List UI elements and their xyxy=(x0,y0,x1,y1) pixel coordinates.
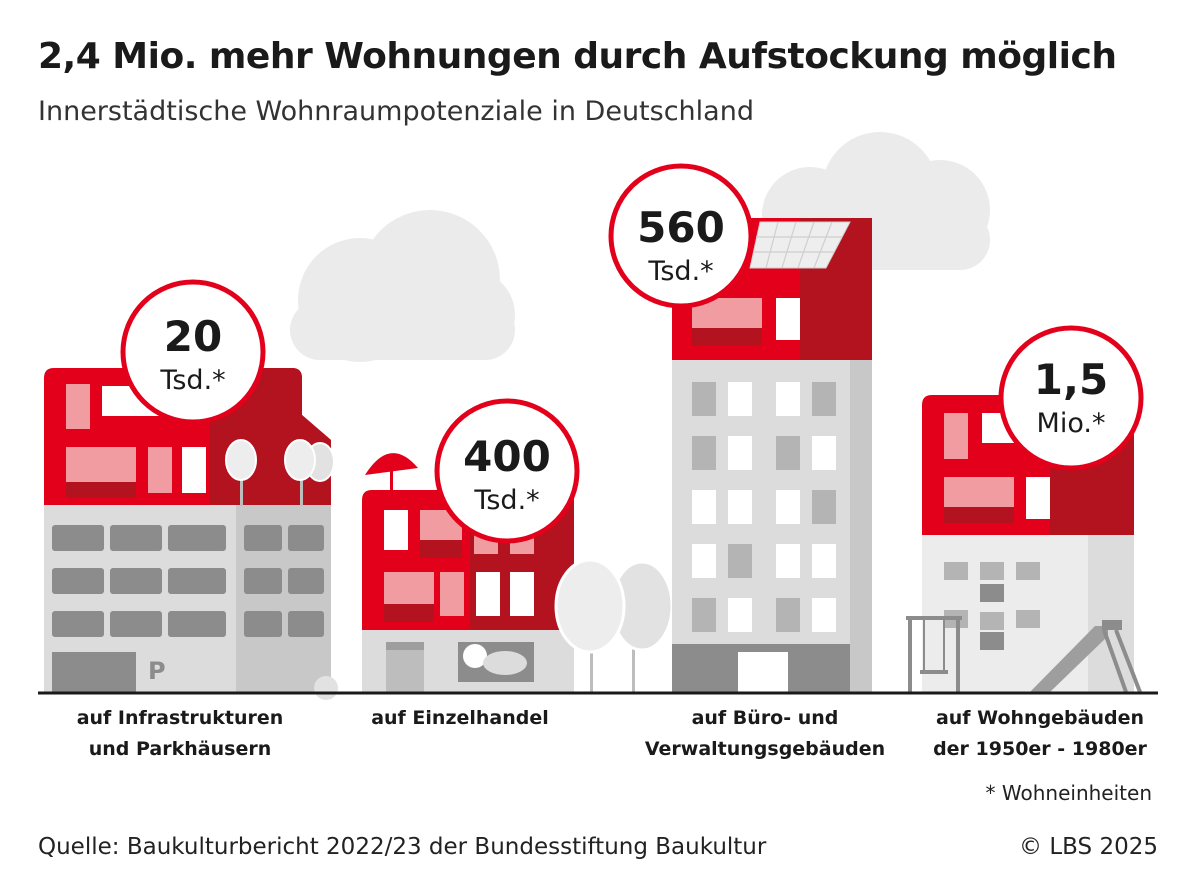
badge-unit: Mio.* xyxy=(1037,408,1106,439)
badge-infrastructure: 20 Tsd.* xyxy=(120,279,266,425)
umbrella-icon xyxy=(365,453,418,490)
chart-title: 2,4 Mio. mehr Wohnungen durch Aufstockun… xyxy=(38,36,1117,77)
slide-icon xyxy=(1030,620,1142,693)
source-note: Quelle: Baukulturbericht 2022/23 der Bun… xyxy=(38,834,767,860)
badge-unit: Tsd.* xyxy=(647,256,713,287)
badge-value: 20 xyxy=(164,312,222,361)
tree-icon xyxy=(225,439,335,506)
building-parking-garage: P xyxy=(44,368,335,692)
category-label-retail: auf Einzelhandel xyxy=(371,707,549,729)
badge-value: 400 xyxy=(463,432,551,481)
badge-value: 560 xyxy=(637,203,725,252)
category-label-residential: auf Wohngebäuden der 1950er - 1980er xyxy=(933,707,1147,760)
badge-residential: 1,5 Mio.* xyxy=(998,325,1144,471)
category-label-infrastructure: auf Infrastrukturen und Parkhäusern xyxy=(76,707,284,760)
badge-unit: Tsd.* xyxy=(159,365,225,396)
badge-unit: Tsd.* xyxy=(473,485,539,516)
category-label-office: auf Büro- und Verwaltungsgebäuden xyxy=(644,707,886,760)
svg-text:P: P xyxy=(148,657,166,685)
badge-retail: 400 Tsd.* xyxy=(434,398,580,544)
cloud-icon xyxy=(290,210,515,362)
footnote: * Wohneinheiten xyxy=(985,781,1152,805)
chart-subtitle: Innerstädtische Wohnraumpotenziale in De… xyxy=(38,96,754,127)
building-office xyxy=(672,218,872,692)
swing-icon xyxy=(906,616,962,692)
badge-value: 1,5 xyxy=(1034,355,1108,404)
copyright: © LBS 2025 xyxy=(1019,834,1158,860)
badge-office: 560 Tsd.* xyxy=(608,163,754,309)
